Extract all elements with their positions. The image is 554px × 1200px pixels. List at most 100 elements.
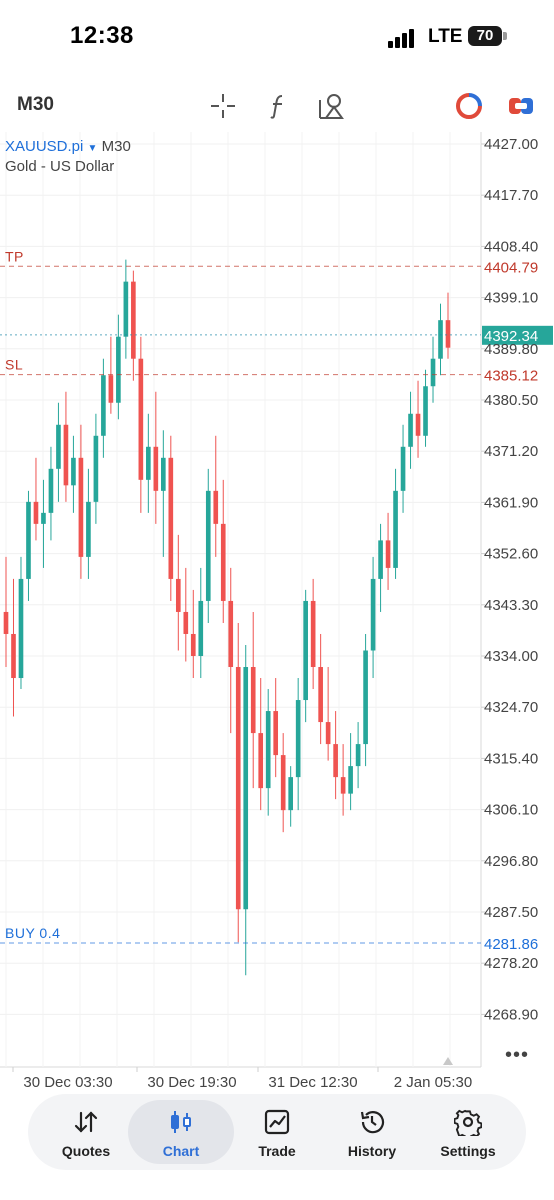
candle-bear xyxy=(33,501,39,524)
symbol-timeframe: M30 xyxy=(101,138,131,155)
candle-bear xyxy=(318,667,323,723)
status-bar: 12:38 LTE 70 xyxy=(0,0,554,75)
tab-label: Quotes xyxy=(61,1143,111,1159)
timeframe-button[interactable]: M30 xyxy=(17,94,54,115)
candle-bull xyxy=(438,320,443,359)
candle-bull xyxy=(370,578,376,651)
candle-bear xyxy=(415,413,421,436)
trade-panel-icon[interactable] xyxy=(507,92,535,120)
candle-bull xyxy=(295,700,301,778)
level-label-sl: SL xyxy=(5,357,23,373)
y-tick-label: 4343.30 xyxy=(484,597,538,614)
candle-bear xyxy=(131,281,136,359)
candle-bull xyxy=(146,446,151,480)
candle-bull xyxy=(430,358,436,387)
candle-bull xyxy=(408,413,413,447)
symbol-description: Gold - US Dollar xyxy=(5,158,115,175)
candle-bull xyxy=(86,501,91,557)
candle-bull xyxy=(56,424,61,469)
level-label-tp: TP xyxy=(5,248,24,264)
candle-bull xyxy=(123,281,129,337)
symbol-dropdown-icon[interactable]: ▼ xyxy=(87,143,98,154)
battery-tip xyxy=(503,32,507,40)
candle-bear xyxy=(220,523,226,601)
tab-chart[interactable]: Chart xyxy=(133,1094,229,1170)
candle-bull xyxy=(378,540,383,579)
candle-bull xyxy=(101,375,106,436)
y-tick-label: 4399.10 xyxy=(484,290,538,307)
x-tick-label: 30 Dec 19:30 xyxy=(147,1074,236,1091)
candle-bear xyxy=(280,755,286,811)
level-price-label-sl: 4385.12 xyxy=(484,368,538,385)
y-tick-label: 4380.50 xyxy=(484,392,538,409)
candle-bear xyxy=(183,611,189,634)
candle-bull xyxy=(243,667,249,910)
y-tick-label: 4315.40 xyxy=(484,750,538,767)
candle-bear xyxy=(235,667,241,910)
y-tick-label: 4408.40 xyxy=(484,238,538,255)
x-tick-label: 2 Jan 05:30 xyxy=(394,1074,472,1091)
candle-bear xyxy=(310,600,316,668)
bid-price-label: 4392.34 xyxy=(484,328,538,345)
candle-bear xyxy=(168,457,174,579)
candle-bear xyxy=(190,633,196,656)
one-click-trading-icon[interactable] xyxy=(455,92,483,120)
y-tick-label: 4268.90 xyxy=(484,1006,538,1023)
chart-toolbar: M30 xyxy=(0,80,554,130)
candle-bull xyxy=(116,336,121,403)
battery-icon: 70 xyxy=(468,26,502,46)
indicators-icon[interactable] xyxy=(264,92,292,120)
candle-bear xyxy=(258,733,264,789)
more-icon[interactable]: ••• xyxy=(505,1044,530,1066)
y-tick-label: 4324.70 xyxy=(484,699,538,716)
y-tick-label: 4287.50 xyxy=(484,904,538,921)
bottom-tab-bar: Quotes Chart Trade History Settings xyxy=(28,1094,526,1170)
bid-price-tag xyxy=(482,325,553,345)
active-tab-highlight xyxy=(128,1100,234,1164)
candle-bear xyxy=(3,611,9,634)
level-price-bg xyxy=(482,364,553,385)
candle-bull xyxy=(400,446,406,491)
level-price-label-tp: 4404.79 xyxy=(484,259,538,276)
chart-symbol[interactable]: XAUUSD.pi ▼ M30 xyxy=(5,138,131,155)
candle-bull xyxy=(288,777,294,811)
candle-bull xyxy=(205,490,211,601)
tab-quotes[interactable]: Quotes xyxy=(38,1094,134,1170)
y-tick-label: 4361.90 xyxy=(484,494,538,511)
status-time: 12:38 xyxy=(70,22,134,49)
candle-bear xyxy=(175,578,181,612)
tab-label: History xyxy=(347,1143,397,1159)
price-chart[interactable]: TP 4404.79 SL 4385.12 4392.34 BUY 0.4 4281.86 … xyxy=(0,132,554,1092)
objects-icon[interactable] xyxy=(318,92,346,120)
symbol-name[interactable]: XAUUSD.pi xyxy=(5,138,84,155)
candle-bear xyxy=(445,320,451,348)
tab-settings[interactable]: Settings xyxy=(420,1094,516,1170)
level-price-label-order: 4281.86 xyxy=(484,936,538,953)
candle-bull xyxy=(18,578,24,679)
tab-label: Chart xyxy=(162,1143,200,1159)
x-tick-label: 30 Dec 03:30 xyxy=(23,1074,112,1091)
tab-trade[interactable]: Trade xyxy=(229,1094,325,1170)
level-price-bg xyxy=(482,256,553,277)
candle-bear xyxy=(228,600,234,668)
candle-bear xyxy=(63,424,69,486)
candle-bear xyxy=(11,633,16,679)
tab-label: Trade xyxy=(258,1143,296,1159)
settings-gear-icon xyxy=(454,1109,482,1136)
tab-history[interactable]: History xyxy=(324,1094,420,1170)
candle-bear xyxy=(250,667,256,734)
candle-bull xyxy=(355,744,361,767)
crosshair-icon[interactable] xyxy=(209,92,237,120)
level-price-bg xyxy=(482,933,553,954)
candle-bull xyxy=(303,600,308,701)
candle-bull xyxy=(348,766,353,794)
candle-bull xyxy=(41,512,46,524)
candle-bull xyxy=(71,457,76,486)
y-tick-label: 4334.00 xyxy=(484,648,538,665)
candle-bear xyxy=(385,540,391,568)
candle-bull xyxy=(198,600,204,656)
y-tick-label: 4278.20 xyxy=(484,955,538,972)
candle-bear xyxy=(153,446,159,491)
quotes-icon xyxy=(74,1111,98,1133)
